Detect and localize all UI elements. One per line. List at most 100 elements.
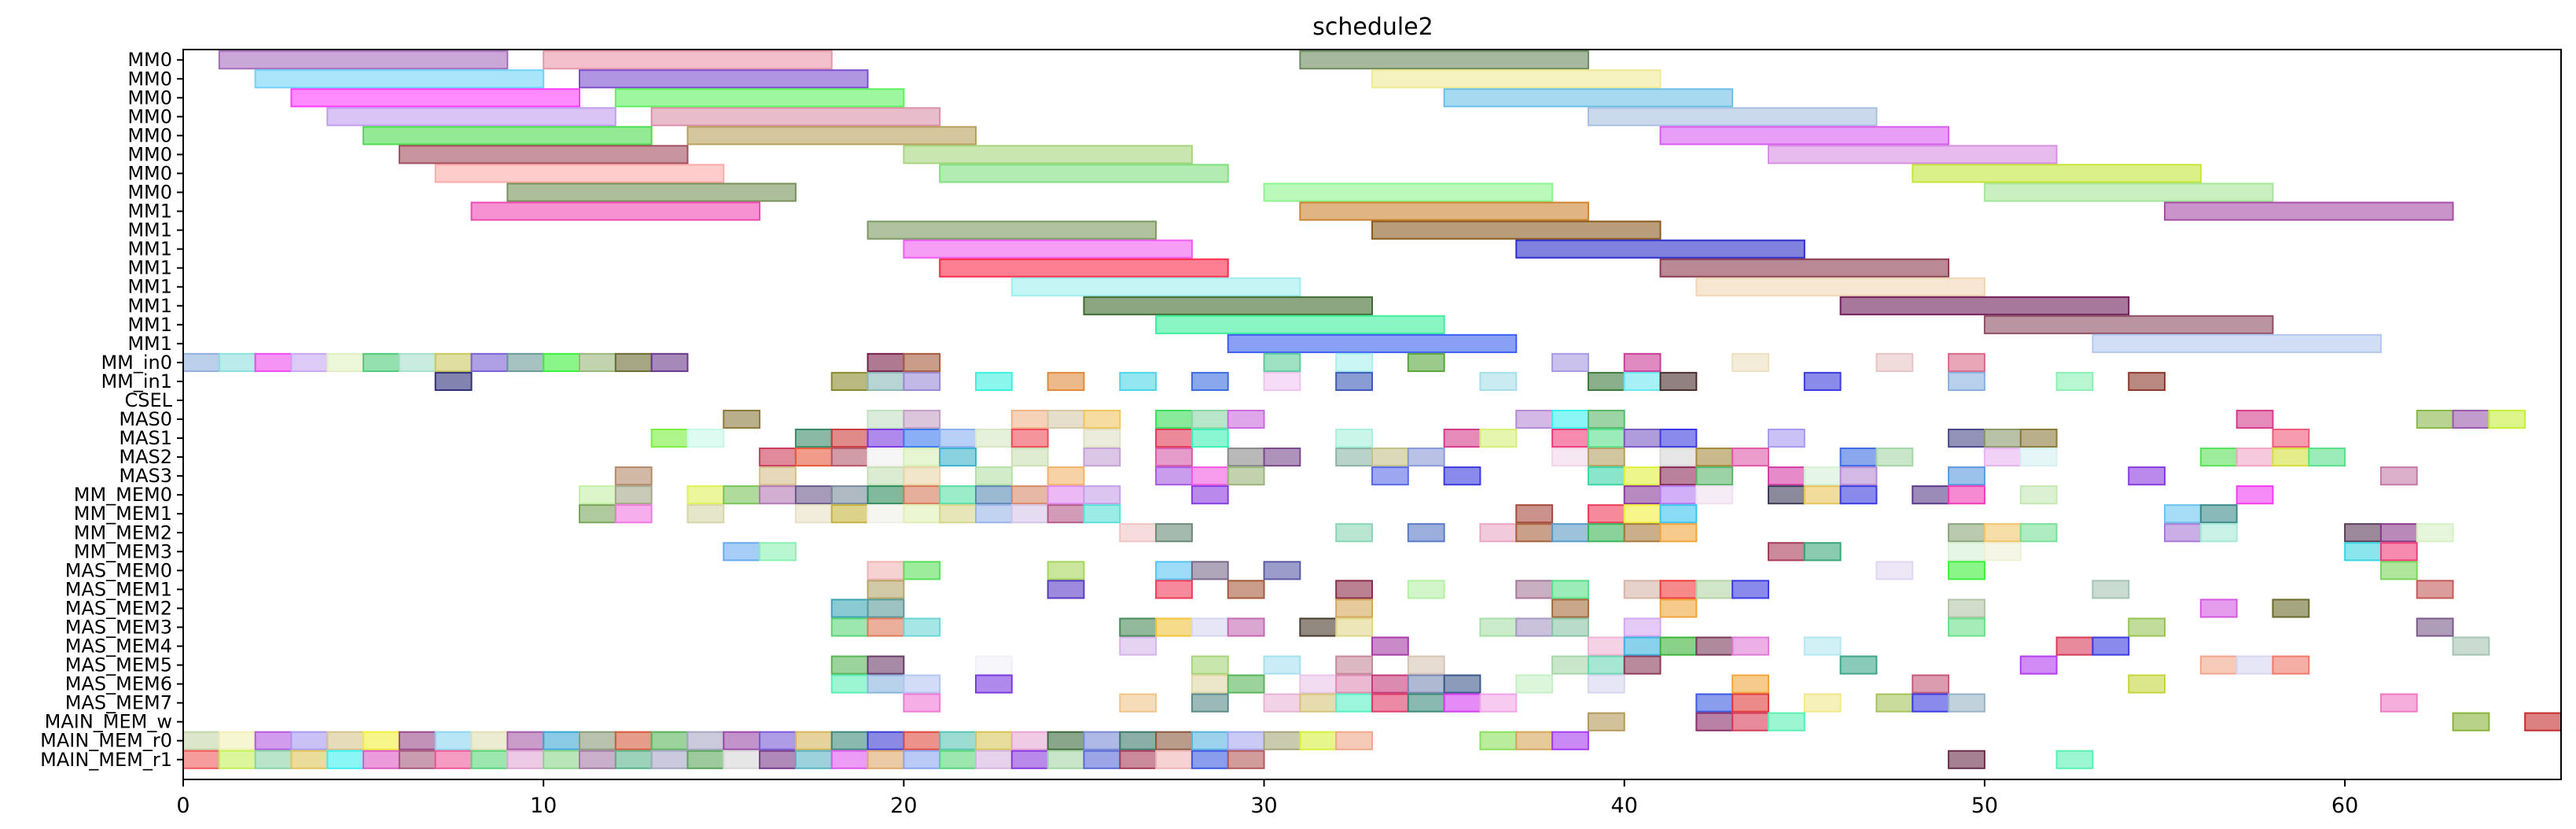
task-bar <box>1587 466 1625 486</box>
task-bar <box>830 371 869 391</box>
task-bar <box>1263 371 1301 391</box>
task-bar <box>1659 523 1698 543</box>
task-bar <box>1515 523 1554 543</box>
task-bar <box>1155 315 1445 334</box>
task-bar <box>506 352 545 372</box>
task-bar <box>1731 352 1770 372</box>
task-bar <box>1587 655 1625 675</box>
y-tick-label: MM0 <box>127 87 172 109</box>
task-bar <box>1948 523 1985 543</box>
task-bar <box>1443 674 1481 694</box>
task-bar <box>2199 448 2238 467</box>
task-bar <box>1190 655 1229 675</box>
task-bar <box>1083 448 1121 467</box>
task-bar <box>1912 164 2202 183</box>
task-bar <box>1803 371 1842 391</box>
task-bar <box>1155 731 1193 750</box>
task-bar <box>1875 561 1914 580</box>
task-bar <box>1948 750 1985 769</box>
task-bar <box>686 485 725 505</box>
task-bar <box>1190 466 1229 486</box>
task-bar <box>2344 523 2382 543</box>
task-bar <box>254 731 293 750</box>
y-tick-label: MM_MEM1 <box>74 503 172 525</box>
task-bar <box>1623 523 1662 543</box>
y-tick-label: MAS3 <box>119 465 172 487</box>
task-bar <box>614 731 653 750</box>
task-bar <box>1839 655 1878 675</box>
task-bar <box>1659 636 1698 656</box>
task-bar <box>903 617 941 637</box>
task-bar <box>1948 485 1985 505</box>
task-bar <box>579 485 616 505</box>
task-bar <box>1371 674 1409 694</box>
task-bar <box>1299 674 1338 694</box>
task-bar <box>686 428 725 448</box>
task-bar <box>830 750 869 769</box>
task-bar <box>1010 731 1049 750</box>
task-bar <box>1371 466 1409 486</box>
task-bar <box>1263 448 1301 467</box>
task-bar <box>579 731 616 750</box>
task-bar <box>1695 712 1734 731</box>
task-bar <box>1659 258 1950 278</box>
task-bar <box>254 352 293 372</box>
task-bar <box>1083 504 1121 524</box>
task-bar <box>1047 409 1085 429</box>
y-tick-label: MAS_MEM3 <box>65 616 172 638</box>
task-bar <box>1659 448 1698 467</box>
task-bar <box>1983 542 2022 562</box>
task-bar <box>218 731 256 750</box>
task-bar <box>1551 352 1589 372</box>
task-bar <box>1695 466 1734 486</box>
task-bar <box>867 580 905 599</box>
task-bar <box>867 504 905 524</box>
task-bar <box>1371 448 1409 467</box>
task-bar <box>1515 674 1554 694</box>
task-bar <box>1551 617 1589 637</box>
task-bar <box>2055 371 2094 391</box>
task-bar <box>1659 580 1698 599</box>
task-bar <box>1119 731 1157 750</box>
task-bar <box>1515 239 1805 259</box>
task-bar <box>759 448 797 467</box>
task-bar <box>1371 693 1409 713</box>
task-bar <box>975 655 1013 675</box>
task-bar <box>1155 561 1193 580</box>
task-bar <box>1515 617 1554 637</box>
task-bar <box>939 485 977 505</box>
y-tick-label: MM0 <box>127 68 172 90</box>
task-bar <box>939 448 977 467</box>
task-bar <box>1047 731 1085 750</box>
task-bar <box>1407 580 1445 599</box>
task-bar <box>903 504 941 524</box>
task-bar <box>1335 617 1373 637</box>
task-bar <box>1335 674 1373 694</box>
task-bar <box>614 88 905 108</box>
plot-frame <box>182 49 2562 780</box>
task-bar <box>1047 561 1085 580</box>
task-bar <box>867 220 1157 240</box>
task-bar <box>2199 523 2238 543</box>
task-bar <box>182 750 220 769</box>
task-bar <box>1659 485 1698 505</box>
y-tick-label: MM0 <box>127 124 172 146</box>
task-bar <box>543 731 581 750</box>
task-bar <box>434 371 473 391</box>
task-bar <box>650 750 689 769</box>
task-bar <box>2236 485 2274 505</box>
task-bar <box>326 352 365 372</box>
task-bar <box>2272 655 2310 675</box>
task-bar <box>1407 674 1445 694</box>
task-bar <box>830 504 869 524</box>
task-bar <box>1155 580 1193 599</box>
x-tick-label: 10 <box>530 794 557 818</box>
task-bar <box>1299 201 1589 221</box>
task-bar <box>1010 409 1049 429</box>
task-bar <box>579 69 869 89</box>
task-bar <box>1299 617 1338 637</box>
task-bar <box>2416 617 2454 637</box>
task-bar <box>830 448 869 467</box>
y-tick-label: MM0 <box>127 143 172 165</box>
